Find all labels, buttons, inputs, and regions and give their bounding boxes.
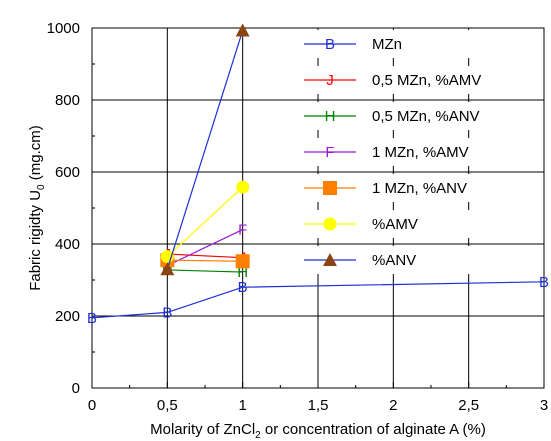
marker-letter: H bbox=[325, 108, 336, 125]
series-layer: BBBBJJHHFF bbox=[87, 23, 549, 327]
legend-item: 1 MZn, %ANV bbox=[300, 174, 496, 202]
series-line bbox=[166, 30, 244, 270]
marker-letter: B bbox=[238, 279, 248, 296]
marker-letter: J bbox=[326, 72, 334, 89]
marker-square bbox=[235, 254, 250, 269]
marker-letter: B bbox=[325, 36, 335, 53]
y-tick-label: 1000 bbox=[47, 20, 80, 37]
marker-circle bbox=[323, 217, 337, 231]
marker-triangle bbox=[235, 23, 250, 37]
legend-item: %AMV bbox=[300, 210, 496, 238]
series-3: FF bbox=[163, 222, 248, 275]
series-line bbox=[167, 259, 243, 262]
marker-square bbox=[323, 181, 337, 195]
marker-circle bbox=[236, 180, 250, 194]
y-tick-label: 400 bbox=[55, 236, 80, 253]
marker-letter: H bbox=[237, 264, 248, 281]
marker-letter: F bbox=[238, 222, 247, 239]
legend-label: 1 MZn, %ANV bbox=[372, 180, 467, 197]
series-line bbox=[167, 253, 243, 259]
y-tick-label: 0 bbox=[72, 380, 80, 397]
legend-label: %ANV bbox=[372, 252, 416, 269]
marker-letter: B bbox=[162, 304, 172, 321]
legend-label: 0,5 MZn, %AMV bbox=[372, 72, 481, 89]
x-tick-label: 0,5 bbox=[157, 397, 178, 414]
x-tick-label: 2,5 bbox=[458, 397, 479, 414]
y-axis-label: Fabric rigidty U0 (mg.cm) bbox=[27, 125, 47, 291]
x-tick-label: 3 bbox=[540, 397, 548, 414]
x-tick-label: 2 bbox=[389, 397, 397, 414]
series-6 bbox=[160, 23, 250, 276]
series-line bbox=[167, 229, 243, 267]
y-tick-label: 800 bbox=[55, 92, 80, 109]
legend-item: %ANV bbox=[300, 246, 496, 274]
legend: B MZn J 0,5 MZn, %AMV H 0,5 MZn, %ANV F 1 MZn, … bbox=[300, 30, 496, 274]
series-line bbox=[166, 186, 244, 258]
x-axis-label: Molarity of ZnCl2 or concentration of al… bbox=[150, 421, 486, 441]
series-0: B B B B bbox=[87, 274, 549, 327]
y-tick-label: 600 bbox=[55, 164, 80, 181]
series-line bbox=[167, 269, 243, 273]
legend-item: J 0,5 MZn, %AMV bbox=[300, 66, 496, 94]
x-tick-label: 0 bbox=[88, 397, 96, 414]
marker-triangle bbox=[160, 262, 175, 276]
x-tick-label: 1,5 bbox=[308, 397, 329, 414]
legend-item: H 0,5 MZn, %ANV bbox=[300, 102, 496, 130]
series-5 bbox=[160, 180, 250, 264]
axes: 0 0,5 1 1,5 2 2,5 3 0 200 400 600 800 1000 bbox=[47, 20, 549, 414]
marker-letter: F bbox=[325, 144, 334, 161]
y-tick-label: 200 bbox=[55, 308, 80, 325]
marker-letter: B bbox=[87, 310, 97, 327]
series-2: HH bbox=[162, 262, 248, 281]
marker-triangle bbox=[323, 253, 337, 266]
x-tick-label: 1 bbox=[238, 397, 246, 414]
marker-letter: B bbox=[539, 274, 549, 291]
legend-label: %AMV bbox=[372, 216, 418, 233]
legend-label: MZn bbox=[372, 36, 402, 53]
legend-item: F 1 MZn, %AMV bbox=[300, 138, 496, 166]
legend-label: 0,5 MZn, %ANV bbox=[372, 108, 480, 125]
legend-item: B MZn bbox=[300, 30, 496, 58]
series-line bbox=[91, 281, 545, 319]
legend-label: 1 MZn, %AMV bbox=[372, 144, 469, 161]
